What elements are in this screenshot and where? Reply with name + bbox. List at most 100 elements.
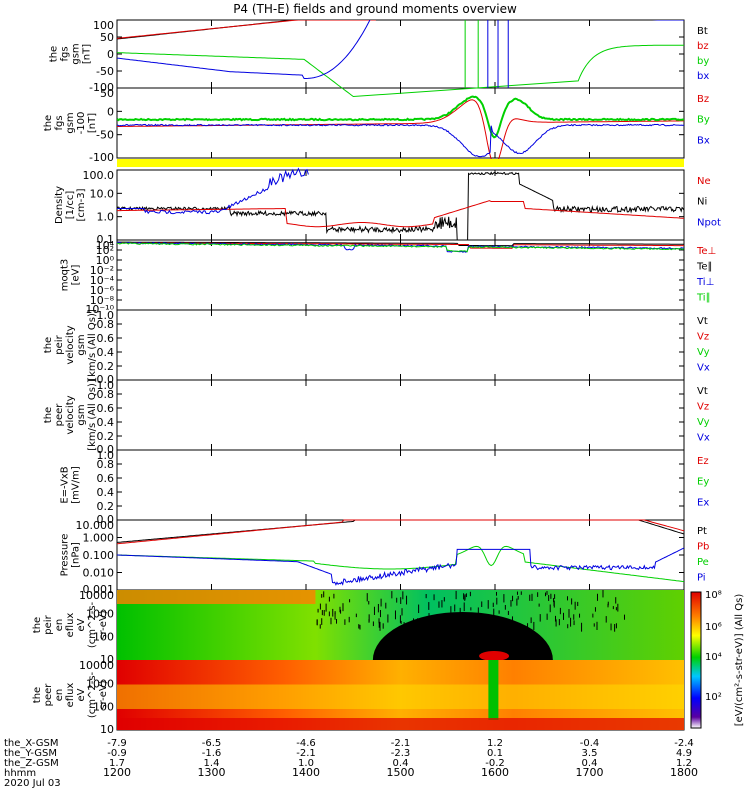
peir-noise (463, 593, 465, 600)
peir-noise (366, 593, 368, 602)
legend-Ez: Ez (697, 456, 709, 467)
legend-Vy: Vy (697, 347, 710, 358)
y-tick-label: 0.4 (97, 346, 115, 359)
peir-noise (403, 622, 405, 627)
peir-noise (469, 591, 471, 597)
peir-noise (333, 593, 335, 599)
ephemeris-value: 4.9 (676, 748, 692, 759)
y-axis-label-line: the (32, 617, 43, 633)
legend-Bx: Bx (697, 135, 710, 146)
peir-noise (546, 613, 548, 620)
y-axis-label-line: moqt3 (60, 259, 71, 292)
peir-noise (579, 613, 581, 618)
legend-Te⊥: Te⊥ (696, 246, 716, 257)
y-axis-label-line: the (43, 407, 54, 423)
peir-noise (533, 621, 535, 630)
peir-noise (510, 600, 512, 607)
series-bx (117, 20, 684, 79)
peir-noise (594, 607, 596, 612)
peir-noise (349, 599, 351, 603)
peir-noise (316, 619, 318, 625)
legend-by: by (697, 56, 709, 67)
peir-noise (549, 604, 551, 613)
peir-noise (396, 597, 398, 603)
peir-noise (359, 624, 361, 630)
peir-noise (461, 618, 463, 625)
legend-Ne: Ne (697, 176, 711, 187)
y-tick-label: 0.4 (97, 486, 115, 499)
peir-noise (455, 590, 457, 600)
peir-noise (378, 618, 380, 624)
y-axis-label-line: fgs (60, 46, 71, 61)
legend-Pb: Pb (697, 542, 709, 553)
peir-noise (607, 603, 609, 608)
legend-Pe: Pe (697, 557, 709, 568)
legend-Vz: Vz (697, 402, 709, 413)
y-tick-label: 0.100 (83, 549, 115, 562)
y-tick-label: 10² (96, 244, 114, 257)
series-Ni (117, 171, 684, 241)
ephemeris-value: -0.9 (107, 748, 127, 759)
peir-noise (406, 623, 408, 628)
y-tick-label: 0.1 (97, 233, 115, 246)
y-tick-label: 10000 (79, 589, 114, 602)
ephemeris-value: 3.5 (582, 748, 598, 759)
peir-noise (527, 623, 529, 631)
peir-noise (377, 603, 379, 613)
y-axis-label-line: [cm-3] (76, 188, 87, 221)
y-tick-label: 0.2 (97, 430, 115, 443)
legend-Vz: Vz (697, 332, 709, 343)
colorbar-tick: 10² (705, 692, 722, 703)
peir-noise (340, 609, 342, 614)
peir-noise (592, 613, 594, 618)
y-tick-label: 50 (100, 87, 114, 100)
legend-Ni: Ni (697, 197, 707, 208)
peir-noise (342, 603, 344, 612)
ephemeris-value: -4.6 (296, 738, 316, 749)
y-axis-label-line: the (43, 337, 54, 353)
peir-noise (481, 601, 483, 607)
y-tick-label: 100 (93, 701, 114, 714)
peir-noise (454, 604, 456, 612)
peir-noise (464, 595, 466, 601)
ephemeris-value: -2.1 (391, 738, 411, 749)
time-tick-label: 1500 (387, 766, 415, 779)
peir-noise (368, 619, 370, 623)
peir-noise (546, 591, 548, 595)
peir-noise (559, 607, 561, 615)
colorbar-label-group: [eV/(cm²-s-str-eV)] (All Qs) (734, 594, 745, 727)
peir-noise (477, 607, 479, 614)
peir-noise (494, 619, 496, 626)
peer-mid-band (117, 684, 684, 709)
peir-noise (330, 617, 332, 625)
y-tick-label: 0.2 (97, 500, 115, 513)
legend-By: By (697, 115, 710, 126)
legend-Bz: Bz (697, 94, 709, 105)
peir-noise (610, 623, 612, 631)
y-tick-label: 10⁻⁸ (90, 294, 115, 307)
series-Pi (117, 547, 684, 586)
peir-noise (380, 598, 382, 607)
y-tick-label: 0.2 (97, 360, 115, 373)
y-tick-label: 0.4 (97, 416, 115, 429)
y-axis-label: Density [1/cc] [cm-3] (54, 186, 87, 224)
peir-noise (441, 600, 443, 608)
peir-noise (334, 612, 336, 620)
y-axis-label-line: peer (43, 683, 54, 707)
peir-noise (321, 594, 323, 598)
peir-noise (334, 611, 336, 615)
peir-noise (504, 605, 506, 610)
y-axis-label-line: gsm (71, 43, 82, 64)
peir-noise (507, 610, 509, 615)
series-by (117, 44, 684, 98)
peir-noise (487, 600, 489, 609)
y-axis-label-line: eV (76, 618, 87, 631)
panel-frame (116, 519, 685, 591)
peir-noise (516, 591, 518, 595)
ephemeris-value: -6.5 (202, 738, 222, 749)
peir-noise (596, 621, 598, 630)
